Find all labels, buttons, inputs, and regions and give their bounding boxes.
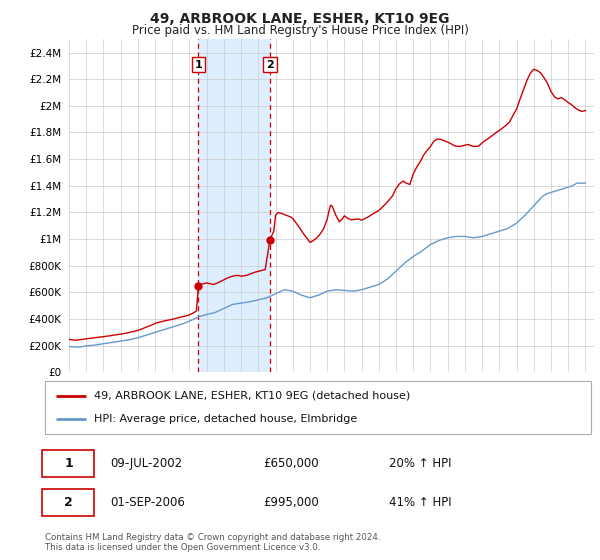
Text: 41% ↑ HPI: 41% ↑ HPI (389, 496, 452, 509)
Text: 2: 2 (266, 59, 274, 69)
Text: Contains HM Land Registry data © Crown copyright and database right 2024.: Contains HM Land Registry data © Crown c… (45, 533, 380, 542)
Text: Price paid vs. HM Land Registry's House Price Index (HPI): Price paid vs. HM Land Registry's House … (131, 24, 469, 37)
Text: £995,000: £995,000 (263, 496, 319, 509)
Text: This data is licensed under the Open Government Licence v3.0.: This data is licensed under the Open Gov… (45, 543, 320, 552)
Text: 1: 1 (194, 59, 202, 69)
Text: 2: 2 (64, 496, 73, 509)
Bar (199, 39, 270, 372)
Text: 49, ARBROOK LANE, ESHER, KT10 9EG: 49, ARBROOK LANE, ESHER, KT10 9EG (150, 12, 450, 26)
Text: 49, ARBROOK LANE, ESHER, KT10 9EG (detached house): 49, ARBROOK LANE, ESHER, KT10 9EG (detac… (94, 391, 410, 401)
Text: HPI: Average price, detached house, Elmbridge: HPI: Average price, detached house, Elmb… (94, 414, 358, 424)
FancyBboxPatch shape (42, 489, 94, 516)
Text: 1: 1 (64, 458, 73, 470)
Text: 09-JUL-2002: 09-JUL-2002 (110, 458, 182, 470)
FancyBboxPatch shape (42, 450, 94, 477)
FancyBboxPatch shape (45, 381, 591, 434)
Text: 20% ↑ HPI: 20% ↑ HPI (389, 458, 451, 470)
Text: £650,000: £650,000 (263, 458, 319, 470)
Text: 01-SEP-2006: 01-SEP-2006 (110, 496, 185, 509)
